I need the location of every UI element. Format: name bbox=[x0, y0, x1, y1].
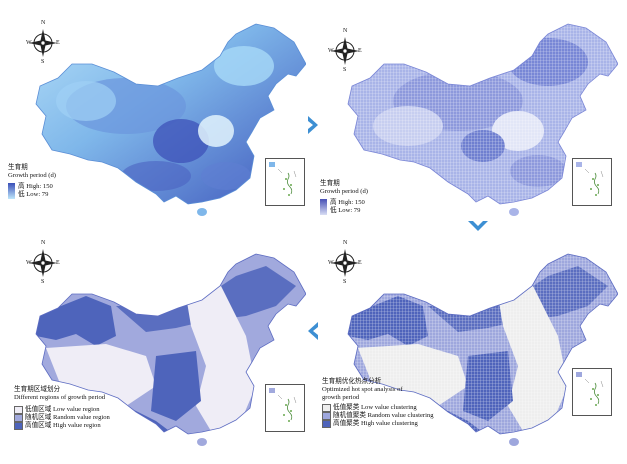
panel-growth-period-grid-map: N S W E 生育期 Growth period (d) 高 High: 15… bbox=[318, 6, 618, 218]
legend: 生育期优化热点分析 Optimized hot spot analysis of… bbox=[322, 378, 434, 428]
panel-growth-period-regions: N S W E 生育期区域划分 Different regions of gro… bbox=[6, 236, 306, 458]
legend-low-label: 低 Low: 79 bbox=[18, 191, 49, 198]
compass-n: N bbox=[41, 240, 46, 246]
compass-w: W bbox=[328, 260, 334, 266]
compass-e: E bbox=[358, 260, 362, 266]
compass-w: W bbox=[328, 48, 334, 54]
legend-title-cn: 生育期 bbox=[320, 180, 340, 187]
legend-title-en: Different regions of growth period bbox=[14, 394, 106, 401]
legend-item-low: 低值聚类 Low value clustering bbox=[322, 404, 434, 412]
hot-spot-analysis-map bbox=[347, 253, 618, 446]
compass-n: N bbox=[41, 20, 46, 26]
legend-item-high: 高值区域 High value region bbox=[14, 422, 110, 430]
compass-icon: N S W E bbox=[26, 240, 60, 286]
legend-low-label: 低 Low: 79 bbox=[330, 207, 361, 214]
legend-item-low-label: 低值聚类 Low value clustering bbox=[333, 404, 417, 411]
legend-title-cn: 生育期区域划分 bbox=[14, 386, 61, 393]
panel-growth-period-map: N S W E 生育期 Growth period (d) 高 High: 15… bbox=[6, 6, 306, 218]
panel-hot-spot-analysis: N S W E 生育期优化热点分析 Optimized hot spot ana… bbox=[318, 236, 618, 458]
growth-period-regions-map bbox=[35, 253, 306, 446]
legend-item-random-label: 随机区域 Random value region bbox=[25, 414, 110, 421]
legend: 生育期区域划分 Different regions of growth peri… bbox=[14, 386, 110, 430]
legend-item-random: 随机值聚类 Random value clustering bbox=[322, 412, 434, 420]
compass-s: S bbox=[41, 59, 45, 65]
compass-e: E bbox=[56, 40, 60, 46]
legend-color-ramp bbox=[8, 183, 15, 199]
arrow-down-icon bbox=[466, 219, 490, 238]
legend: 生育期 Growth period (d) 高 High: 150 低 Low:… bbox=[320, 180, 368, 215]
legend-item-low-label: 低值区域 Low value region bbox=[25, 406, 100, 413]
compass-icon: N S W E bbox=[328, 240, 362, 286]
legend-title-en-2: growth period bbox=[322, 394, 360, 401]
compass-s: S bbox=[343, 67, 347, 73]
compass-w: W bbox=[26, 260, 32, 266]
legend-title-cn: 生育期 bbox=[8, 164, 28, 171]
legend-title-cn: 生育期优化热点分析 bbox=[322, 378, 382, 385]
arrow-left-icon bbox=[306, 320, 320, 347]
compass-icon: N S W E bbox=[26, 20, 60, 66]
south-china-sea-inset bbox=[572, 158, 612, 206]
growth-period-continuous-map bbox=[35, 23, 306, 216]
legend: 生育期 Growth period (d) 高 High: 150 低 Low:… bbox=[8, 164, 56, 199]
legend-color-ramp bbox=[320, 199, 327, 215]
compass-icon: N S W E bbox=[328, 28, 362, 74]
legend-high-label: 高 High: 150 bbox=[18, 183, 53, 190]
arrow-right-icon bbox=[306, 114, 320, 141]
compass-n: N bbox=[343, 28, 348, 34]
legend-item-high-label: 高值聚类 High value clustering bbox=[333, 420, 418, 427]
legend-high-label: 高 High: 150 bbox=[330, 199, 365, 206]
legend-item-random: 随机区域 Random value region bbox=[14, 414, 110, 422]
legend-title-en: Growth period (d) bbox=[320, 188, 368, 195]
compass-s: S bbox=[41, 279, 45, 285]
south-china-sea-inset bbox=[572, 368, 612, 416]
legend-item-high-label: 高值区域 High value region bbox=[25, 422, 101, 429]
legend-title-en-1: Optimized hot spot analysis of bbox=[322, 386, 403, 393]
compass-e: E bbox=[56, 260, 60, 266]
legend-title-en: Growth period (d) bbox=[8, 172, 56, 179]
compass-s: S bbox=[343, 279, 347, 285]
compass-n: N bbox=[343, 240, 348, 246]
legend-item-low: 低值区域 Low value region bbox=[14, 406, 110, 414]
compass-w: W bbox=[26, 40, 32, 46]
south-china-sea-inset bbox=[265, 384, 305, 432]
legend-item-random-label: 随机值聚类 Random value clustering bbox=[333, 412, 434, 419]
legend-item-high: 高值聚类 High value clustering bbox=[322, 420, 434, 428]
south-china-sea-inset bbox=[265, 158, 305, 206]
compass-e: E bbox=[358, 48, 362, 54]
